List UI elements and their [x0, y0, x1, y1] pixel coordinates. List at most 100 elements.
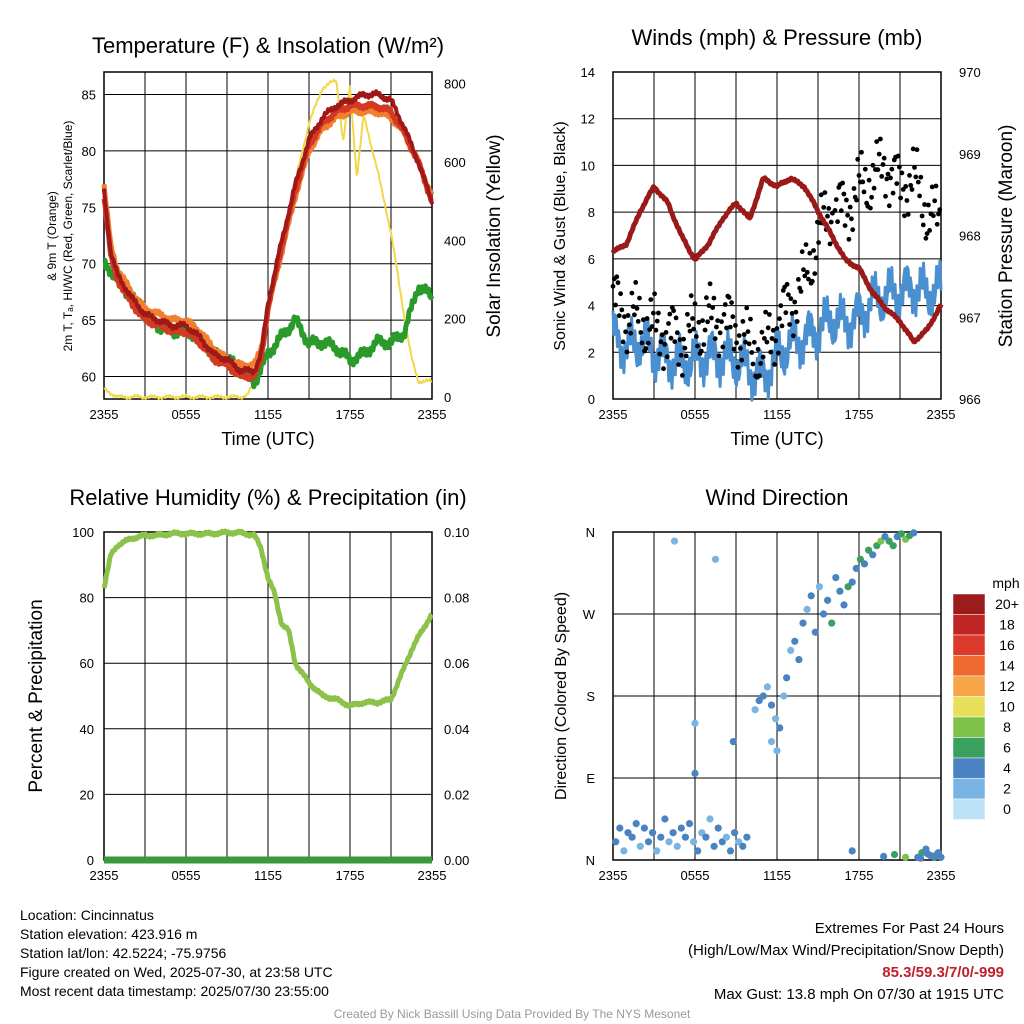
- gust-point: [707, 281, 713, 287]
- created-text: Figure created on Wed, 2025-07-30, at 23…: [20, 964, 333, 980]
- gust-point: [681, 336, 686, 342]
- gust-point: [698, 348, 704, 354]
- direction-point: [923, 850, 931, 858]
- gust-point: [700, 318, 705, 323]
- chart-title: Temperature (F) & Insolation (W/m²): [92, 33, 444, 58]
- gust-point: [933, 183, 939, 189]
- y-tick-label: 40: [80, 722, 94, 737]
- y2-tick-label: 969: [959, 147, 981, 162]
- chart-title: Relative Humidity (%) & Precipitation (i…: [69, 485, 466, 510]
- relative-humidity-line: [101, 528, 434, 709]
- gust-point: [806, 276, 811, 282]
- direction-point: [836, 587, 844, 595]
- direction-point: [815, 583, 824, 591]
- direction-point: [780, 692, 788, 700]
- direction-point: [811, 628, 819, 636]
- gust-point: [874, 139, 880, 145]
- gust-point: [704, 295, 709, 301]
- gust-point: [910, 146, 916, 152]
- direction-point: [673, 842, 681, 850]
- y2-tick-label: 200: [444, 312, 466, 327]
- y-tick-label: 6: [588, 252, 595, 267]
- y-tick-label: 85: [82, 88, 96, 103]
- gust-point: [764, 339, 770, 345]
- gust-point: [623, 329, 628, 335]
- legend-label: 8: [1003, 719, 1011, 735]
- gust-point: [884, 176, 890, 182]
- gust-point: [652, 291, 657, 297]
- gust-point: [769, 336, 775, 341]
- direction-point: [726, 847, 735, 855]
- direction-point: [640, 824, 649, 832]
- direction-point: [620, 847, 628, 855]
- legend-swatch: [952, 757, 986, 779]
- gust-point: [741, 332, 747, 337]
- gust-point: [774, 326, 780, 331]
- gust-point: [696, 319, 702, 325]
- direction-point: [755, 697, 763, 705]
- gust-point: [658, 339, 664, 345]
- gust-point: [931, 213, 936, 219]
- gust-point: [794, 319, 800, 324]
- direction-point: [751, 706, 759, 714]
- gust-point: [786, 292, 791, 298]
- direction-point: [731, 829, 739, 837]
- gust-point: [667, 311, 673, 317]
- legend-swatch: [952, 593, 986, 615]
- x-tick-label: 0555: [681, 407, 710, 422]
- gust-point: [758, 361, 763, 366]
- direction-point: [937, 853, 945, 861]
- gust-point: [923, 235, 929, 241]
- gust-point: [709, 315, 714, 321]
- gust-point: [792, 299, 798, 305]
- gust-point: [616, 313, 622, 319]
- gust-point: [762, 336, 767, 341]
- y2-tick-label: 0.08: [444, 591, 469, 606]
- gust-point: [897, 164, 902, 170]
- y2-tick-label: 800: [444, 77, 466, 92]
- legend-swatch: [952, 798, 986, 820]
- gust-point: [777, 316, 782, 322]
- y-axis-label: Sonic Wind & Gust (Blue, Black): [552, 121, 569, 350]
- gust-point: [730, 314, 736, 320]
- gust-point: [622, 314, 627, 319]
- gust-point: [913, 174, 919, 180]
- y-axis-label-2: & 9m T (Orange): [45, 191, 59, 281]
- gust-point: [920, 222, 926, 228]
- direction-point: [669, 829, 677, 837]
- y-tick-label: 8: [588, 205, 595, 220]
- y-tick-label: 0: [588, 392, 595, 407]
- gust-point: [628, 330, 634, 336]
- direction-point: [653, 847, 661, 855]
- y-tick-label: N: [586, 525, 595, 540]
- gust-point: [671, 308, 676, 314]
- x-tick-label: 2355: [927, 407, 956, 422]
- gust-point: [934, 221, 940, 227]
- gust-point: [821, 205, 827, 210]
- gust-point: [871, 185, 877, 191]
- legend-swatch: [952, 737, 986, 759]
- gust-point: [685, 311, 690, 317]
- gust-point: [746, 341, 752, 347]
- gust-point: [657, 351, 663, 357]
- legend-label: 0: [1003, 801, 1011, 817]
- gust-point: [875, 167, 881, 173]
- x-tick-label: 2355: [418, 868, 447, 883]
- direction-point: [783, 674, 791, 682]
- chart-title: Winds (mph) & Pressure (mb): [632, 25, 923, 50]
- gust-point: [827, 241, 833, 247]
- gust-point: [914, 147, 920, 153]
- gust-point: [838, 208, 844, 214]
- direction-point: [803, 605, 811, 614]
- y-tick-label: 60: [82, 369, 96, 384]
- gust-point: [706, 303, 712, 308]
- gust-point: [736, 333, 742, 338]
- direction-point: [711, 555, 720, 563]
- gust-point: [759, 329, 765, 335]
- y2-tick-label: 0.00: [444, 853, 469, 868]
- direction-point: [657, 833, 665, 841]
- y2-tick-label: 0.04: [444, 722, 469, 737]
- gust-point: [659, 332, 665, 338]
- direction-point: [718, 838, 726, 846]
